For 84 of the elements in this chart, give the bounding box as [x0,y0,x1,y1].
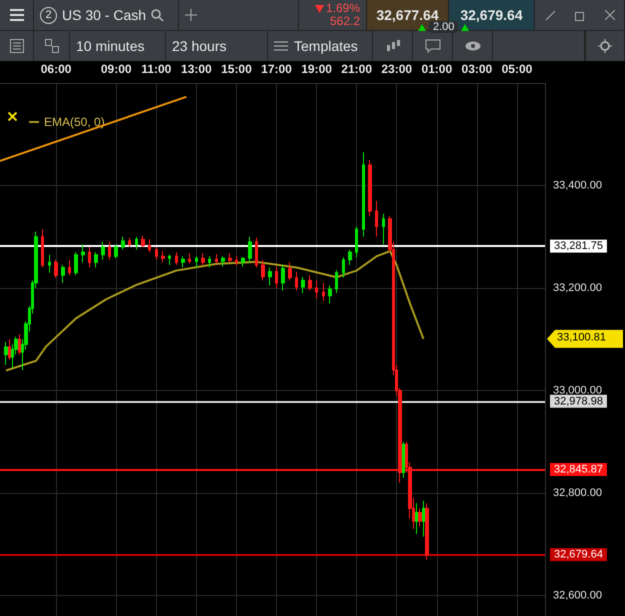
x-tick-label: 21:00 [341,62,372,76]
candlestick [301,276,305,294]
candlestick [275,266,278,288]
candlestick [88,246,91,268]
text: 562.2 [330,14,360,28]
candlestick [195,256,198,268]
x-tick-label: 05:00 [502,62,533,76]
x-tick-label: 11:00 [141,62,172,76]
candlestick [235,256,238,266]
candlestick [155,246,158,260]
x-tick-label: 06:00 [40,62,72,76]
candlestick [308,274,312,292]
candlestick [355,226,358,258]
chart-title: US 30 - Cash [62,7,146,23]
text: Templates [294,38,358,54]
x-tick-label: 13:00 [181,62,212,76]
candlestick [241,256,245,267]
candlestick [135,236,138,250]
candlestick [288,262,292,281]
candlestick [61,264,65,284]
x-tick-label: 15:00 [221,62,252,76]
candlestick [128,237,131,248]
y-tick-label: 32,600.00 [553,590,602,602]
candlestick [362,152,365,238]
candlestick [221,256,225,267]
y-tick-label: 33,000.00 [553,384,602,396]
candlestick [255,237,258,268]
candlestick [94,252,98,268]
candlestick [295,271,298,292]
candlestick [148,238,151,253]
candlestick [181,256,185,268]
x-tick-label: 19:00 [301,62,332,76]
text: 32,679.64 [460,7,523,23]
y-tick-label: 32,800.00 [553,487,602,499]
candlestick [41,228,44,268]
x-tick-label: 03:00 [462,62,493,76]
candlestick [175,252,178,266]
y-tick-label: 33,400.00 [553,180,602,192]
x-tick-label: 09:00 [100,62,132,76]
candlestick [268,267,272,286]
text: 23 hours [172,38,226,54]
candlestick [168,254,171,266]
ref-line-label: 33,281.75 [554,240,603,252]
y-tick-label: 33,200.00 [553,282,602,294]
candlestick [114,244,118,259]
candlestick [348,249,352,266]
candlestick [248,236,252,263]
x-tick-label: 17:00 [261,62,292,76]
text: 2.00 [429,21,458,33]
candlestick [201,252,205,266]
text: 10 minutes [76,38,144,54]
candlestick [74,252,78,276]
text: 1.69% [326,1,360,15]
ref-line-label: 32,679.64 [554,548,603,561]
candlestick [322,282,325,302]
candlestick [228,252,232,263]
candlestick [375,200,378,238]
candlestick [48,254,51,274]
candlestick [215,254,218,264]
candlestick [261,259,265,281]
candlestick [101,241,105,260]
candlestick [335,270,338,294]
text: 33,100.81 [557,331,606,344]
candlestick [54,259,58,278]
text: 2 [40,6,57,24]
candlestick [108,241,111,260]
candlestick [328,284,332,304]
x-tick-label: 01:00 [421,62,452,76]
text: 32,677.64 [376,7,439,23]
candlestick [382,213,385,245]
candlestick [68,259,71,276]
candlestick [141,235,145,248]
ref-line-label: 32,845.87 [554,463,603,476]
candlestick [368,159,372,217]
ref-line-label: 32,978.98 [554,395,603,408]
candlestick [188,252,191,264]
candlestick [161,250,165,263]
candlestick [81,244,85,263]
x-tick-label: 23:00 [381,62,412,76]
candlestick [342,256,345,278]
candlestick [281,264,285,292]
candlestick [315,280,318,299]
candlestick [121,236,125,250]
candlestick [208,256,211,268]
